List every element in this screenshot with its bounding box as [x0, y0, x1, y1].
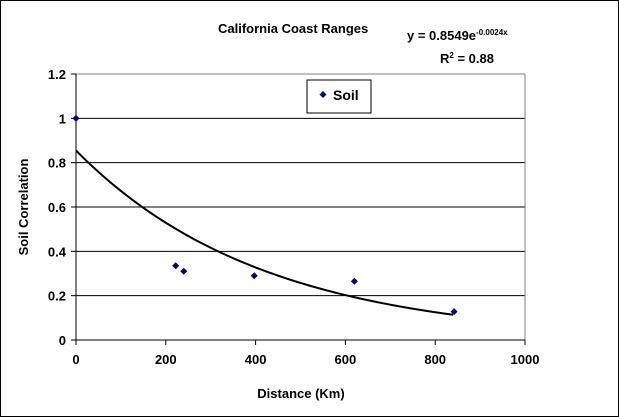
y-tick-label: 0.6	[48, 200, 66, 215]
data-point	[180, 267, 188, 275]
x-tick-label: 600	[335, 352, 357, 367]
trendline	[75, 149, 454, 316]
data-point	[172, 262, 180, 270]
x-axis-label: Distance (Km)	[257, 386, 344, 401]
y-axis-label: Soil Correlation	[16, 159, 31, 256]
data-points	[72, 114, 458, 316]
x-tick-label: 800	[424, 352, 446, 367]
data-point	[72, 114, 80, 122]
legend-label-soil: Soil	[333, 87, 359, 103]
y-tick-label: 0.2	[48, 289, 66, 304]
x-tick-label: 1000	[511, 352, 540, 367]
data-point	[450, 308, 458, 316]
chart-title: California Coast Ranges	[218, 21, 368, 36]
r-squared-label: R2 = 0.88	[440, 51, 494, 66]
trendline-equation: y = 0.8549e-0.0024x	[407, 28, 508, 43]
x-tick-label: 0	[72, 352, 79, 367]
gridlines	[76, 73, 525, 297]
data-point	[350, 277, 358, 285]
tick-labels: 0 0.2 0.4 0.6 0.8 1 1.2 0 200 400 600 800 1000	[48, 67, 540, 367]
x-tick-label: 200	[155, 352, 177, 367]
y-tick-label: 0.8	[48, 156, 66, 171]
y-tick-label: 1.2	[48, 67, 66, 82]
data-point	[250, 272, 258, 280]
legend-box	[306, 79, 372, 114]
y-tick-label: 0.4	[48, 244, 67, 259]
x-tick-label: 400	[245, 352, 267, 367]
y-tick-label: 0	[59, 333, 66, 348]
y-tick-label: 1	[59, 111, 66, 126]
axes	[71, 73, 526, 345]
legend: Soil	[306, 79, 372, 114]
legend-marker-diamond-icon	[319, 91, 327, 98]
